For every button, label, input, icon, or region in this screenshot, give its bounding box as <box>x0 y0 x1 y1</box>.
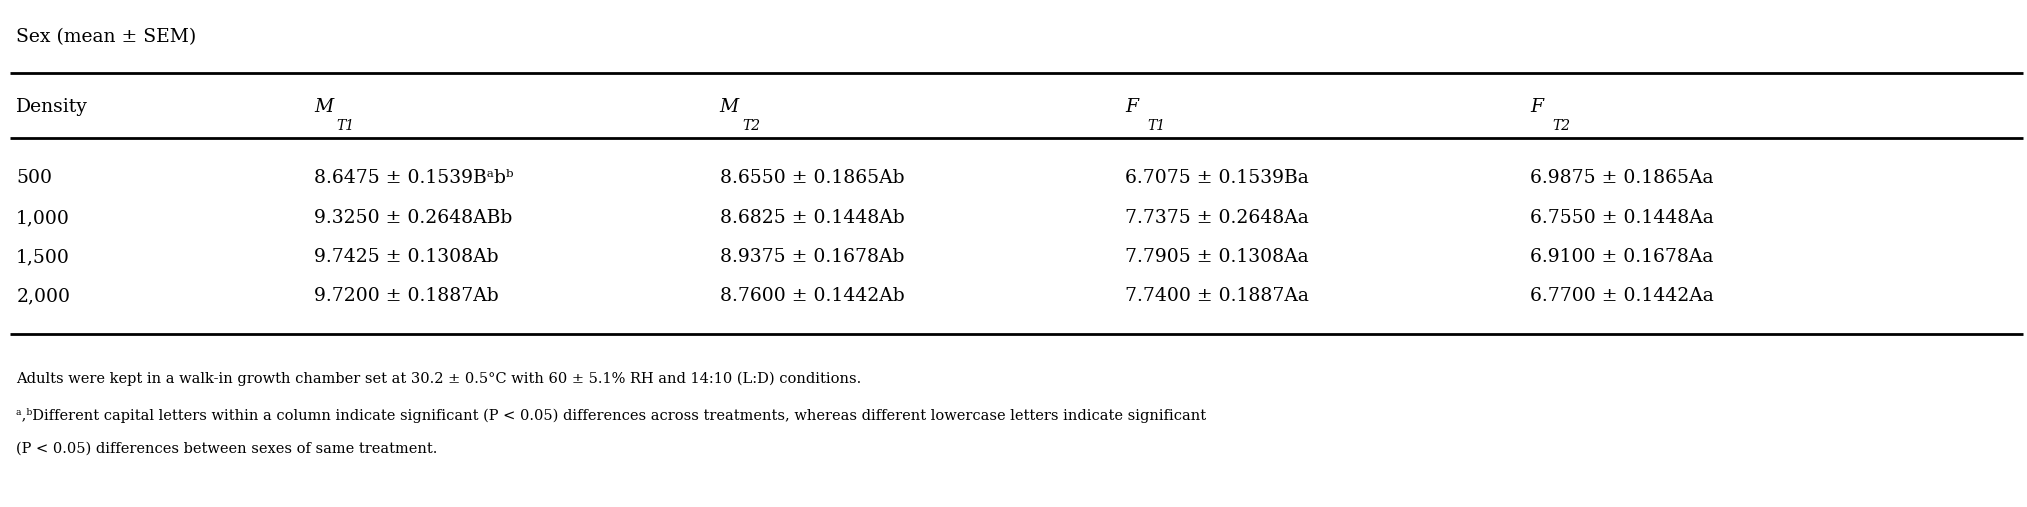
Text: M: M <box>314 98 332 116</box>
Text: T2: T2 <box>1553 119 1571 133</box>
Text: 7.7375 ± 0.2648Aa: 7.7375 ± 0.2648Aa <box>1125 209 1309 227</box>
Text: 6.9875 ± 0.1865Aa: 6.9875 ± 0.1865Aa <box>1530 169 1715 187</box>
Text: Adults were kept in a walk-in growth chamber set at 30.2 ± 0.5°C with 60 ± 5.1% : Adults were kept in a walk-in growth cha… <box>16 372 861 386</box>
Text: 7.7905 ± 0.1308Aa: 7.7905 ± 0.1308Aa <box>1125 248 1309 266</box>
Text: Sex (mean ± SEM): Sex (mean ± SEM) <box>16 28 197 46</box>
Text: F: F <box>1530 98 1543 116</box>
Text: 9.7200 ± 0.1887Ab: 9.7200 ± 0.1887Ab <box>314 287 499 305</box>
Text: 8.6475 ± 0.1539Bᵃbᵇ: 8.6475 ± 0.1539Bᵃbᵇ <box>314 169 513 187</box>
Text: (P < 0.05) differences between sexes of same treatment.: (P < 0.05) differences between sexes of … <box>16 442 438 456</box>
Text: 8.6825 ± 0.1448Ab: 8.6825 ± 0.1448Ab <box>720 209 904 227</box>
Text: T1: T1 <box>1147 119 1166 133</box>
Text: 8.7600 ± 0.1442Ab: 8.7600 ± 0.1442Ab <box>720 287 904 305</box>
Text: 500: 500 <box>16 169 53 187</box>
Text: 8.9375 ± 0.1678Ab: 8.9375 ± 0.1678Ab <box>720 248 904 266</box>
Text: M: M <box>720 98 738 116</box>
Text: 1,000: 1,000 <box>16 209 71 227</box>
Text: 6.9100 ± 0.1678Aa: 6.9100 ± 0.1678Aa <box>1530 248 1713 266</box>
Text: 1,500: 1,500 <box>16 248 71 266</box>
Text: 6.7075 ± 0.1539Ba: 6.7075 ± 0.1539Ba <box>1125 169 1309 187</box>
Text: 6.7550 ± 0.1448Aa: 6.7550 ± 0.1448Aa <box>1530 209 1715 227</box>
Text: 9.7425 ± 0.1308Ab: 9.7425 ± 0.1308Ab <box>314 248 499 266</box>
Text: F: F <box>1125 98 1137 116</box>
Text: T1: T1 <box>336 119 355 133</box>
Text: 7.7400 ± 0.1887Aa: 7.7400 ± 0.1887Aa <box>1125 287 1309 305</box>
Text: 2,000: 2,000 <box>16 287 71 305</box>
Text: T2: T2 <box>742 119 760 133</box>
Text: Density: Density <box>16 98 87 116</box>
Text: 8.6550 ± 0.1865Ab: 8.6550 ± 0.1865Ab <box>720 169 904 187</box>
Text: ᵃ,ᵇDifferent capital letters within a column indicate significant (P < 0.05) dif: ᵃ,ᵇDifferent capital letters within a co… <box>16 408 1206 423</box>
Text: 6.7700 ± 0.1442Aa: 6.7700 ± 0.1442Aa <box>1530 287 1715 305</box>
Text: 9.3250 ± 0.2648ABb: 9.3250 ± 0.2648ABb <box>314 209 513 227</box>
